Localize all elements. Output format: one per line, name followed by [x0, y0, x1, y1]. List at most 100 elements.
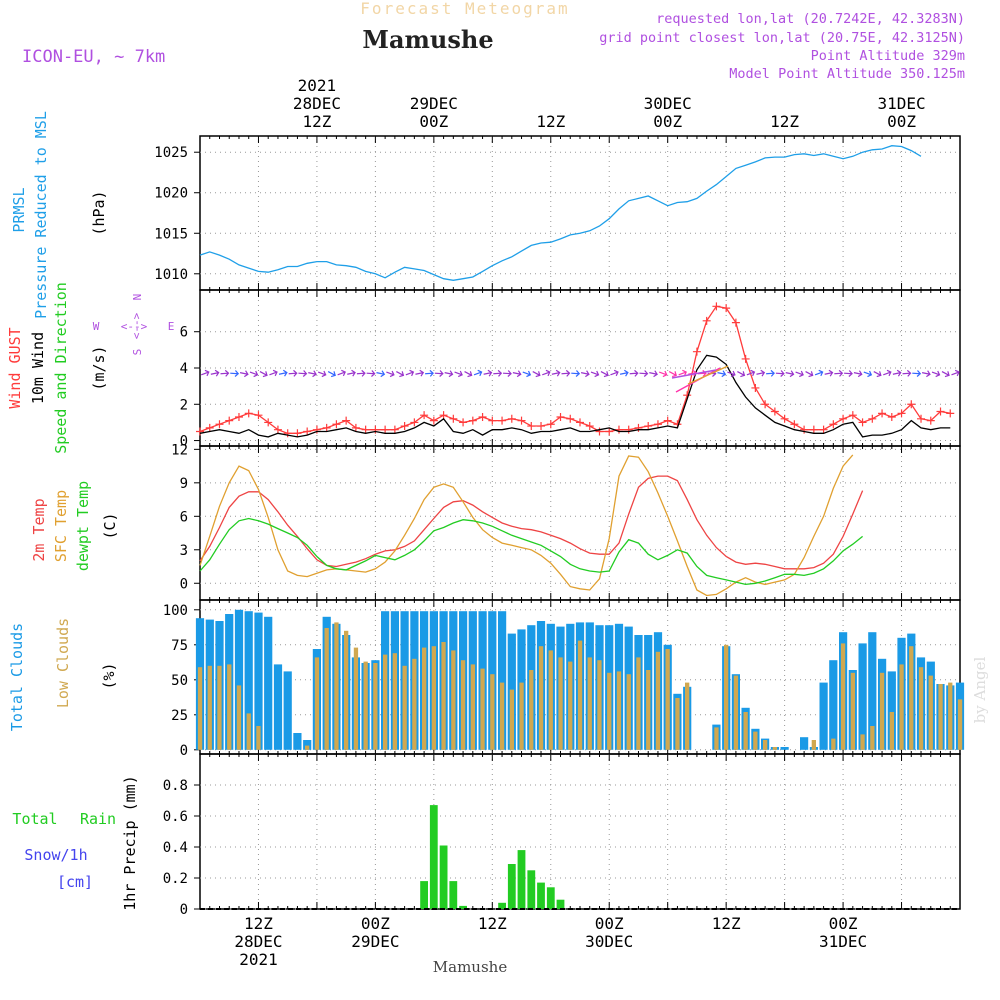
time-axis-bottom-label: 00Z — [361, 914, 390, 933]
wind-direction-arrow — [551, 369, 561, 377]
total-clouds-bar — [819, 682, 828, 750]
gust-marker — [381, 425, 390, 434]
gust-marker — [322, 423, 331, 432]
precip-title-cm: [cm] — [57, 873, 93, 891]
compass-east: E — [168, 320, 175, 333]
total-clouds-bar — [303, 740, 312, 750]
compass-rose: N W E S <--> <--> — [93, 294, 175, 356]
low-clouds-bar — [441, 642, 446, 750]
pressure-title-2: Pressure Reduced to MSL — [32, 111, 50, 319]
wind-direction-arrow — [873, 371, 882, 378]
low-clouds-bar — [724, 644, 729, 750]
low-clouds-bar — [392, 653, 397, 750]
wind-direction-arrow — [298, 370, 308, 377]
wind-direction-arrow — [658, 370, 668, 378]
temperature-panel: 0 3 6 9 12 — [171, 442, 961, 601]
low-clouds-bar — [431, 646, 436, 750]
total-clouds-bar — [829, 660, 838, 750]
wind-direction-arrow — [522, 370, 532, 378]
gust-marker — [244, 409, 253, 418]
rain-bar — [527, 870, 536, 910]
low-clouds-bar — [236, 685, 242, 750]
temperature-series-2m-temp — [199, 475, 864, 570]
rain-bar — [556, 899, 565, 909]
wind-direction-arrow — [824, 369, 834, 377]
wind-direction-arrow — [483, 369, 493, 377]
pressure-series-prmsl — [199, 145, 922, 281]
pressure-frame — [199, 135, 961, 291]
wind-direction-arrow — [201, 369, 210, 377]
gust-marker — [585, 422, 594, 431]
low-clouds-bar — [918, 667, 924, 750]
low-clouds-bar — [422, 647, 427, 750]
total-clouds-bar — [283, 671, 292, 750]
wind-direction-arrow — [580, 370, 590, 378]
wind-series-10m-wind — [199, 354, 951, 438]
time-axis-top-label: 00Z — [887, 112, 916, 131]
gust-marker — [780, 414, 789, 423]
low-clouds-bar — [772, 747, 777, 750]
low-clouds-bar — [509, 689, 514, 750]
gust-marker — [887, 412, 896, 421]
wind-direction-arrow — [668, 371, 677, 378]
precip-ytick-label: 0.6 — [163, 809, 188, 825]
wind-title-10m: 10m Wind — [29, 332, 47, 404]
clouds-title-low: Low Clouds — [54, 618, 72, 708]
wind-direction-arrow — [356, 369, 366, 377]
wind-direction-arrow — [912, 370, 922, 377]
clouds-title-total: Total Clouds — [8, 623, 26, 731]
gust-marker — [273, 425, 282, 434]
wind-ylabel: (m/s) — [90, 345, 108, 390]
time-axis-bottom-label: 12Z — [712, 914, 741, 933]
wind-direction-arrow — [590, 370, 600, 378]
point-altitude: Point Altitude 329m — [811, 48, 965, 64]
low-clouds-bar — [577, 640, 583, 750]
wind-direction-arrow — [220, 369, 230, 377]
wind-series-wind-gust — [199, 305, 951, 434]
time-axis-top-label: 29DEC — [410, 94, 458, 113]
wind-direction-arrow — [863, 370, 873, 378]
gust-marker — [770, 407, 779, 416]
wind-direction-arrow — [278, 369, 288, 377]
wind-direction-arrow — [415, 369, 425, 377]
wind-direction-arrow — [921, 370, 931, 378]
total-clouds-bar — [498, 611, 507, 750]
time-axis-bottom-label: 30DEC — [585, 932, 633, 951]
low-clouds-bar — [568, 661, 573, 750]
time-axis-bottom-label: 12Z — [478, 914, 507, 933]
gust-marker — [196, 427, 204, 436]
gust-marker — [546, 420, 555, 429]
precip-ytick-label: 0.4 — [163, 840, 188, 856]
gust-marker — [478, 412, 487, 421]
gust-marker — [468, 416, 477, 425]
low-clouds-bar — [870, 726, 875, 750]
low-clouds-bar — [753, 731, 758, 750]
time-axis-top-label: 12Z — [302, 112, 331, 131]
low-clouds-bar — [217, 665, 222, 750]
low-clouds-bar — [373, 663, 378, 750]
low-clouds-bar — [529, 670, 534, 750]
total-clouds-bar — [273, 664, 283, 750]
low-clouds-bar — [460, 660, 466, 750]
gust-marker — [215, 420, 224, 429]
low-clouds-bar — [626, 674, 631, 750]
gust-marker — [342, 416, 351, 425]
low-clouds-bar — [451, 650, 456, 750]
gust-marker — [498, 416, 507, 425]
wind-ytick-label: 4 — [180, 361, 188, 377]
wind-direction-arrow — [542, 369, 551, 377]
low-clouds-bar — [685, 682, 690, 750]
gust-marker — [595, 427, 604, 436]
gust-marker — [566, 414, 575, 423]
rain-bar — [449, 881, 458, 909]
wind-direction-arrow — [941, 371, 950, 378]
gust-marker — [692, 347, 701, 356]
gust-marker — [829, 420, 838, 429]
gust-marker — [361, 425, 370, 434]
rain-bar — [429, 805, 438, 909]
wind-title-gust: Wind GUST — [6, 327, 24, 408]
low-clouds-bar — [831, 738, 836, 750]
wind-direction-arrow — [805, 371, 814, 378]
